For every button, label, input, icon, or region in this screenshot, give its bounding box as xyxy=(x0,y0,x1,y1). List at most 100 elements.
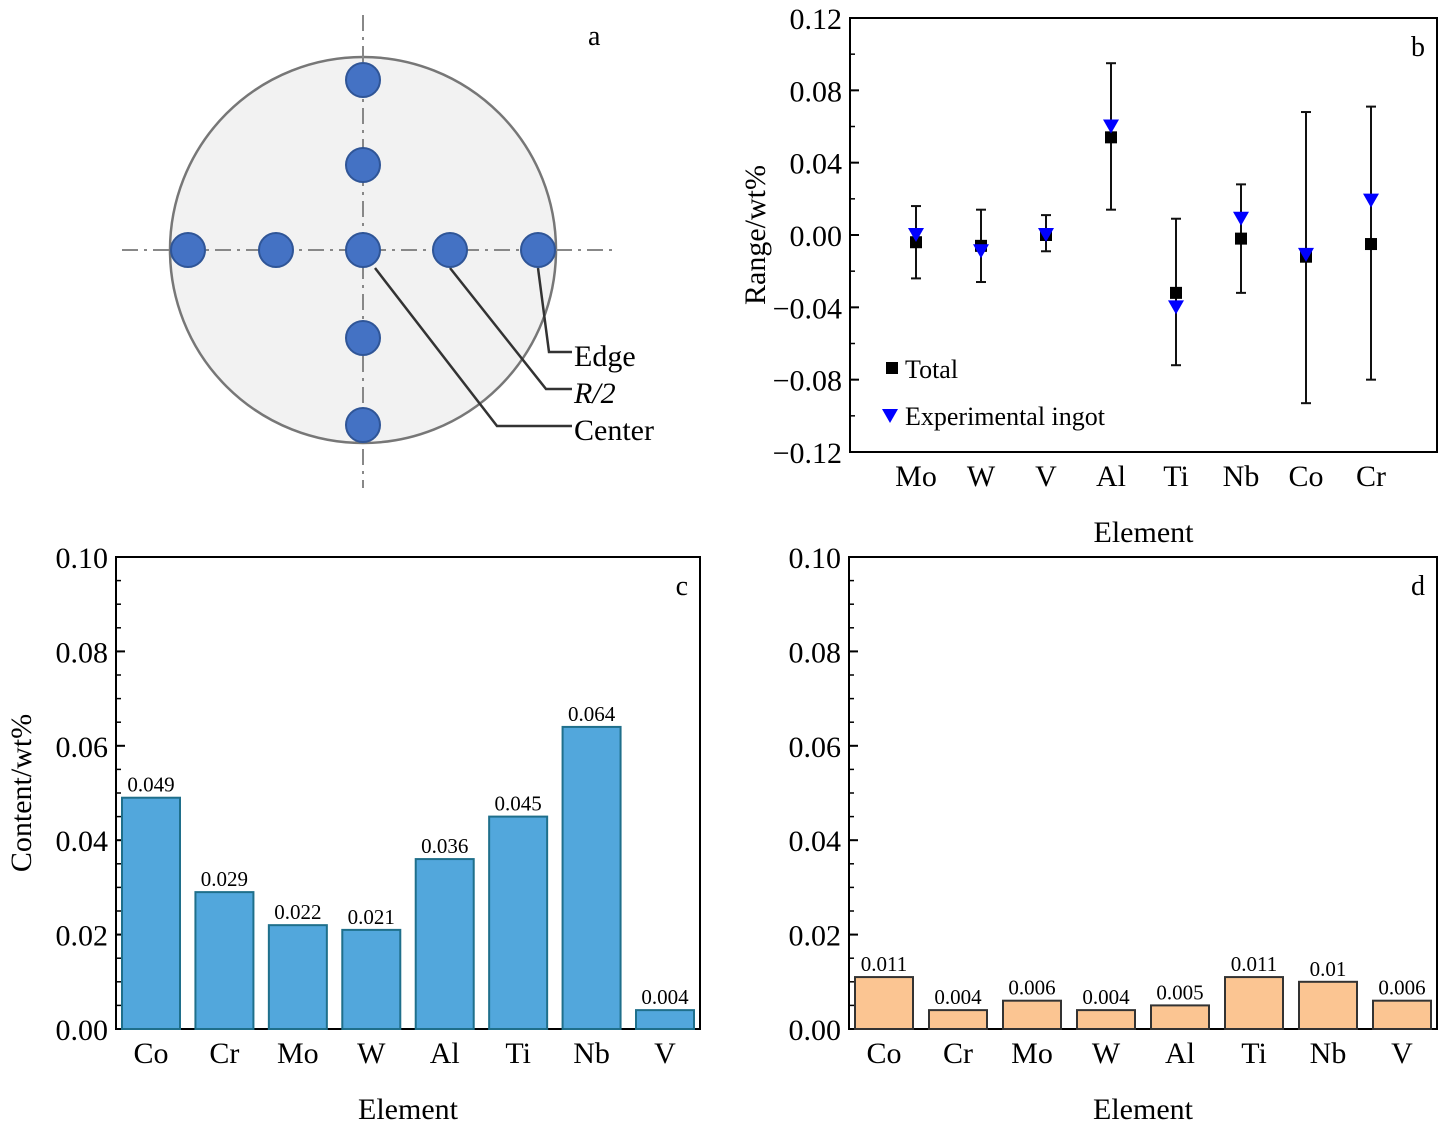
sampling-point xyxy=(345,147,381,183)
experimental-ingot-point xyxy=(1233,211,1249,226)
bar xyxy=(1150,1004,1210,1031)
sampling-point xyxy=(345,232,381,268)
x-tick-label: Nb xyxy=(1310,1037,1347,1070)
experimental-ingot-point xyxy=(908,228,924,242)
legend-experimental-marker xyxy=(882,409,898,423)
x-tick-label: V xyxy=(654,1037,676,1070)
y-tick-label: −0.08 xyxy=(773,365,842,398)
sampling-point xyxy=(520,232,556,268)
legend-total-marker xyxy=(886,362,898,374)
bar xyxy=(1002,999,1062,1030)
bar-data-label: 0.006 xyxy=(1378,976,1425,1000)
center-label: Center xyxy=(574,414,654,447)
experimental-ingot-point xyxy=(1168,300,1184,315)
total-point xyxy=(1170,286,1182,299)
x-tick-label: W xyxy=(357,1037,386,1070)
y-axis-title: Content/wt% xyxy=(5,714,38,872)
x-tick-label: Nb xyxy=(573,1037,610,1070)
y-tick-label: 0.10 xyxy=(56,542,109,575)
y-tick-label: 0.08 xyxy=(56,636,109,669)
legend-total-label: Total xyxy=(905,355,958,384)
x-tick-label: Al xyxy=(1165,1037,1195,1070)
bar-data-label: 0.036 xyxy=(421,834,468,858)
panel-label: d xyxy=(1411,571,1425,602)
bar xyxy=(121,796,181,1030)
bar-data-label: 0.022 xyxy=(274,900,321,924)
bar-data-label: 0.004 xyxy=(934,985,982,1009)
bar-data-label: 0.021 xyxy=(348,905,395,929)
panel-d-chart: 0.00 0.02 0.04 0.06 0.08 0.10 d Element 0.011 Co 0… xyxy=(789,542,1438,1126)
x-tick-label: V xyxy=(1391,1037,1413,1070)
x-tick-label: Al xyxy=(1096,460,1126,493)
y-tick-label: −0.12 xyxy=(773,437,842,470)
x-tick-label: Mo xyxy=(1011,1037,1053,1070)
panel-c-chart: 0.00 0.02 0.04 0.06 0.08 0.10 c Element Content/… xyxy=(5,542,701,1126)
sampling-point xyxy=(345,407,381,443)
panel-label: c xyxy=(676,571,688,602)
y-axis-title: Range/wt% xyxy=(739,165,772,305)
edge-leader-line xyxy=(536,267,572,354)
bar xyxy=(1298,980,1358,1030)
x-tick-label: Co xyxy=(866,1037,901,1070)
bar-data-label: 0.011 xyxy=(861,952,907,976)
y-tick-label: 0.08 xyxy=(790,75,843,108)
y-tick-label: 0.04 xyxy=(789,825,842,858)
y-tick-label: 0.08 xyxy=(789,636,842,669)
plot-frame xyxy=(849,17,1438,453)
bar-data-label: 0.045 xyxy=(495,792,542,816)
y-tick-label: 0.02 xyxy=(56,920,109,953)
bar-data-label: 0.049 xyxy=(127,773,174,797)
x-tick-label: Co xyxy=(133,1037,168,1070)
panel-label: b xyxy=(1411,32,1425,63)
edge-label: Edge xyxy=(574,340,636,373)
bar-data-label: 0.029 xyxy=(201,867,248,891)
x-tick-label: W xyxy=(1092,1037,1121,1070)
total-point xyxy=(910,236,922,249)
x-axis-title: Element xyxy=(358,1093,459,1126)
bar xyxy=(414,858,475,1031)
experimental-ingot-point xyxy=(1103,119,1119,134)
sampling-point xyxy=(432,232,468,268)
bar xyxy=(561,725,622,1030)
x-tick-label: Mo xyxy=(895,460,937,493)
x-tick-label: V xyxy=(1035,460,1057,493)
panel-a-diagram: Edge R/2 Center a xyxy=(122,15,654,488)
x-tick-label: Ti xyxy=(1241,1037,1267,1070)
x-tick-label: Ti xyxy=(1163,460,1189,493)
r2-leader-line xyxy=(449,267,572,391)
bar-data-label: 0.004 xyxy=(641,985,689,1009)
y-tick-label: 0.04 xyxy=(790,148,843,181)
x-tick-label: Cr xyxy=(209,1037,239,1070)
x-axis-title: Element xyxy=(1093,1093,1194,1126)
bar-data-label: 0.005 xyxy=(1156,980,1203,1004)
experimental-ingot-point xyxy=(1363,193,1379,208)
y-tick-label: 0.12 xyxy=(790,3,843,36)
x-tick-label: Co xyxy=(1288,460,1323,493)
bar-data-label: 0.01 xyxy=(1310,957,1347,981)
experimental-ingot-point xyxy=(973,244,989,259)
y-tick-label: 0.06 xyxy=(56,731,109,764)
bar-data-label: 0.064 xyxy=(568,702,616,726)
x-tick-label: Cr xyxy=(943,1037,973,1070)
center-leader-line xyxy=(374,267,572,428)
bar xyxy=(488,815,549,1030)
total-point xyxy=(1105,131,1117,144)
y-tick-label: 0.10 xyxy=(789,542,842,575)
x-tick-label: Al xyxy=(430,1037,460,1070)
experimental-ingot-point xyxy=(1038,228,1054,242)
sampling-point xyxy=(345,62,381,98)
bar xyxy=(1372,999,1432,1030)
y-tick-label: 0.02 xyxy=(789,920,842,953)
bar xyxy=(1224,976,1284,1031)
panel-b-chart: 0.12 0.08 0.04 0.00 −0.04 −0.08 −0.12 b Element R… xyxy=(739,3,1438,549)
legend-experimental-label: Experimental ingot xyxy=(905,402,1106,431)
y-tick-label: 0.00 xyxy=(790,220,843,253)
y-tick-label: 0.06 xyxy=(789,731,842,764)
bar-data-label: 0.011 xyxy=(1231,952,1277,976)
bar xyxy=(194,891,255,1030)
x-axis-title: Element xyxy=(1094,516,1195,549)
x-tick-label: W xyxy=(967,460,996,493)
r2-label: R/2 xyxy=(573,377,616,410)
sampling-point xyxy=(258,232,294,268)
